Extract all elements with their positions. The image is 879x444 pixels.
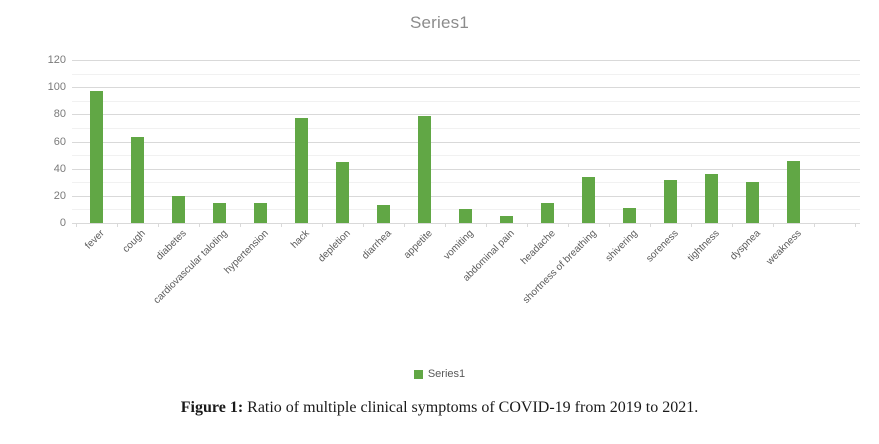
bar-cardiovascular-taloting: [212, 202, 226, 223]
bar-headache: [540, 202, 554, 223]
x-tick-mark: [444, 223, 446, 227]
bar-fever: [89, 91, 103, 223]
gridline-100: [72, 87, 860, 89]
x-tick-mark: [649, 223, 651, 227]
bar-soreness: [663, 179, 677, 223]
y-tick-label-40: 40: [53, 162, 66, 175]
x-tick-mark: [690, 223, 692, 227]
figure-caption-text: Ratio of multiple clinical symptoms of C…: [243, 399, 699, 416]
gridline-70: [72, 127, 860, 129]
x-tick-mark: [321, 223, 323, 227]
legend: Series1: [0, 368, 879, 380]
gridline-90: [72, 100, 860, 102]
gridline-30: [72, 182, 860, 184]
x-tick-mark: [854, 223, 856, 227]
x-tick-mark: [526, 223, 528, 227]
gridline-50: [72, 155, 860, 157]
x-tick-mark: [813, 223, 815, 227]
plot-area: [72, 60, 860, 224]
bar-vomiting: [458, 209, 472, 223]
x-tick-mark: [608, 223, 610, 227]
bar-appetite: [417, 115, 431, 223]
bar-tightness: [704, 174, 718, 223]
gridline-0: [72, 223, 860, 224]
legend-swatch-icon: [413, 369, 423, 379]
x-tick-mark: [75, 223, 77, 227]
bar-hypertension: [253, 202, 267, 223]
x-tick-mark: [567, 223, 569, 227]
y-tick-label-20: 20: [53, 189, 66, 202]
bar-depletion: [335, 161, 349, 223]
chart-title: Series1: [409, 13, 470, 32]
y-tick-label-80: 80: [53, 108, 66, 121]
x-tick-mark: [116, 223, 118, 227]
y-tick-label-120: 120: [47, 54, 66, 66]
bar-shivering: [622, 208, 636, 223]
gridline-80: [72, 114, 860, 116]
bar-diarrhea: [376, 205, 390, 223]
bar-weakness: [786, 160, 800, 223]
gridline-120: [72, 60, 860, 61]
bar-cough: [130, 137, 144, 223]
y-tick-label-100: 100: [47, 81, 66, 94]
gridline-40: [72, 168, 860, 170]
figure-caption: Figure 1: Ratio of multiple clinical sym…: [0, 399, 879, 417]
x-tick-mark: [239, 223, 241, 227]
bar-abdominal-pain: [499, 216, 513, 223]
x-tick-mark: [280, 223, 282, 227]
x-tick-mark: [403, 223, 405, 227]
x-tick-mark: [485, 223, 487, 227]
x-tick-mark: [362, 223, 364, 227]
bar-shortness-of-breathing: [581, 176, 595, 223]
gridline-110: [72, 73, 860, 75]
bar-diabetes: [171, 195, 185, 223]
figure-caption-label: Figure 1:: [180, 399, 244, 416]
bar-dyspnea: [745, 182, 759, 223]
gridline-20: [72, 195, 860, 197]
x-tick-mark: [198, 223, 200, 227]
x-tick-mark: [772, 223, 774, 227]
y-tick-label-60: 60: [53, 135, 66, 148]
x-tick-mark: [157, 223, 159, 227]
x-tick-mark: [731, 223, 733, 227]
bar-hack: [294, 118, 308, 223]
legend-label: Series1: [427, 368, 466, 380]
y-tick-label-0: 0: [59, 217, 66, 229]
gridline-60: [72, 141, 860, 143]
